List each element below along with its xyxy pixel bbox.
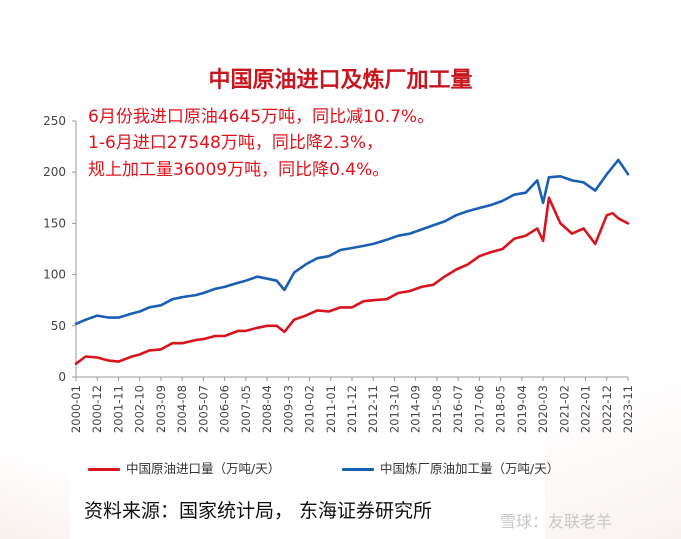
x-tick-label: 2000-12 (90, 385, 104, 433)
x-tick-label: 2000-01 (69, 385, 83, 433)
x-tick-label: 2019-04 (515, 385, 529, 433)
x-tick-label: 2007-05 (239, 385, 253, 433)
legend-label-import: 中国原油进口量（万吨/天） (126, 461, 281, 476)
x-tick-label: 2020-03 (536, 385, 550, 433)
x-tick-label: 2014-09 (409, 385, 423, 433)
legend-item-refinery: 中国炼厂原油加工量（万吨/天） (342, 458, 559, 477)
x-tick-label: 2022-01 (579, 385, 593, 433)
chart-title: 中国原油进口及炼厂加工量 (208, 68, 473, 93)
x-tick-label: 2005-07 (196, 385, 210, 433)
x-tick-label: 2013-10 (387, 385, 401, 433)
annotation-line-3: 规上加工量36009万吨，同比降0.4%。 (86, 158, 392, 182)
x-tick-label: 2002-10 (133, 385, 147, 433)
x-tick-label: 2004-08 (175, 385, 189, 433)
x-tick-label: 2001-11 (111, 385, 125, 433)
series-line-import (74, 196, 630, 365)
x-tick-label: 2006-06 (218, 385, 232, 433)
y-tick-label: 200 (43, 165, 66, 179)
legend-swatch-refinery (342, 468, 374, 471)
decorative-background-shape (545, 330, 681, 539)
decorative-background-shape-left (0, 440, 70, 539)
x-tick-label: 2022-12 (600, 385, 614, 433)
y-tick-label: 150 (43, 216, 66, 230)
legend-item-import: 中国原油进口量（万吨/天） (88, 458, 280, 477)
watermark: 雪球：友联老羊 (500, 512, 613, 531)
x-tick-label: 2003-09 (154, 385, 168, 433)
x-tick-label: 2017-06 (472, 385, 486, 433)
legend-swatch-import (88, 468, 120, 471)
x-tick-label: 2011-12 (345, 385, 359, 433)
x-tick-label: 2023-11 (621, 385, 635, 433)
x-tick-label: 2012-11 (366, 385, 380, 433)
legend-label-refinery: 中国炼厂原油加工量（万吨/天） (380, 461, 560, 476)
y-tick-label: 50 (51, 319, 66, 333)
annotation-line-1: 6月份我进口原油4645万吨，同比减10.7%。 (86, 105, 437, 129)
y-tick-label: 250 (43, 114, 66, 128)
x-tick-label: 2011-01 (324, 385, 338, 433)
annotation-line-2: 1-6月进口27548万吨，同比降2.3%， (86, 131, 386, 155)
x-tick-label: 2009-03 (281, 385, 295, 433)
x-tick-label: 2021-02 (557, 385, 571, 433)
series-line-refinery (74, 158, 630, 326)
x-tick-label: 2008-04 (260, 385, 274, 433)
x-tick-label: 2015-08 (430, 385, 444, 433)
chart-axes: 0 50 100 150 200 250 2000-01 2000-12 2001-11 2002… (43, 114, 635, 433)
x-tick-label: 2016-07 (451, 385, 465, 433)
series-layer (74, 158, 630, 365)
x-tick-label: 2018-05 (494, 385, 508, 433)
x-tick-label: 2010-02 (303, 385, 317, 433)
y-tick-label: 100 (43, 268, 66, 282)
source-note: 资料来源：国家统计局， 东海证券研究所 (84, 500, 433, 522)
y-tick-label: 0 (58, 370, 66, 384)
